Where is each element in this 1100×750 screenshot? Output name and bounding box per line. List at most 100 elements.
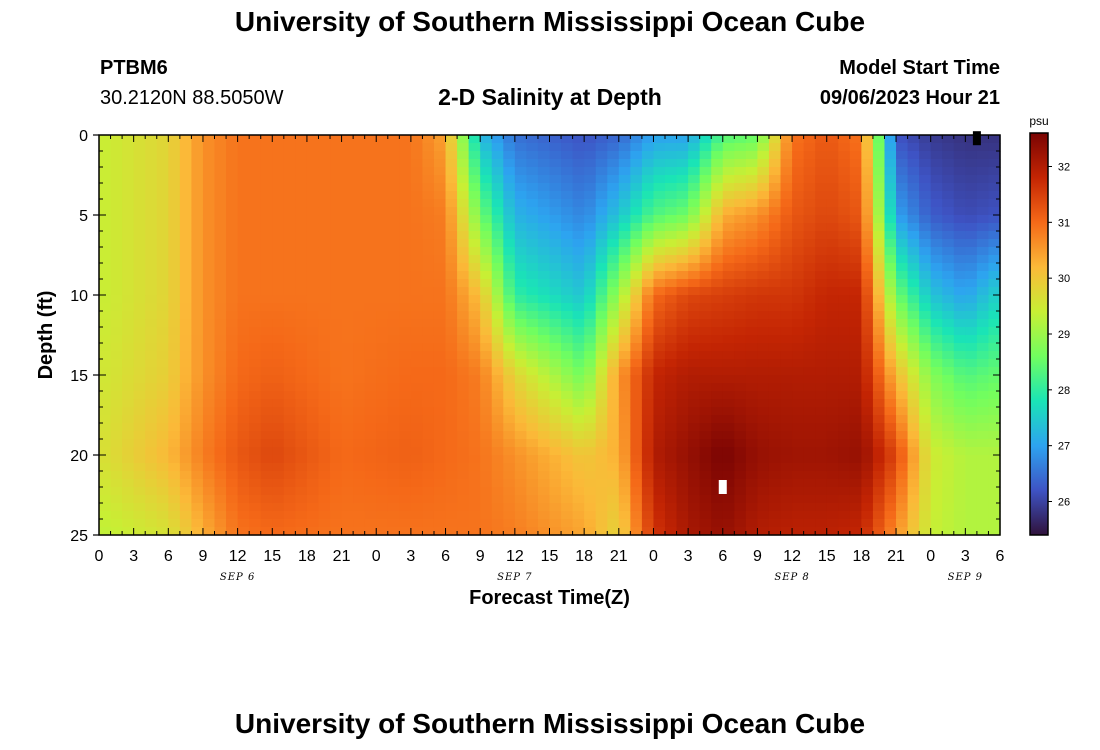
heatmap-cell <box>145 319 158 328</box>
heatmap-cell <box>942 239 955 248</box>
heatmap-cell <box>318 455 331 464</box>
heatmap-cell <box>630 327 643 336</box>
heatmap-cell <box>711 487 724 496</box>
heatmap-cell <box>688 167 701 176</box>
heatmap-cell <box>953 167 966 176</box>
heatmap-cell <box>549 199 562 208</box>
heatmap-cell <box>734 407 747 416</box>
heatmap-cell <box>561 471 574 480</box>
heatmap-cell <box>191 327 204 336</box>
heatmap-cell <box>734 143 747 152</box>
heatmap-cell <box>965 367 978 376</box>
heatmap-cell <box>122 351 135 360</box>
heatmap-cell <box>191 279 204 288</box>
heatmap-cell <box>792 439 805 448</box>
heatmap-cell <box>942 135 955 144</box>
heatmap-cell <box>503 359 516 368</box>
heatmap-cell <box>376 247 389 256</box>
heatmap-cell <box>780 135 793 144</box>
heatmap-cell <box>826 367 839 376</box>
heatmap-cell <box>110 279 123 288</box>
heatmap-cell <box>653 135 666 144</box>
heatmap-cell <box>896 527 909 536</box>
heatmap-cell <box>156 399 169 408</box>
heatmap-cell <box>260 519 273 528</box>
heatmap-cell <box>549 215 562 224</box>
heatmap-cell <box>341 367 354 376</box>
heatmap-cell <box>353 359 366 368</box>
heatmap-cell <box>676 151 689 160</box>
heatmap-cell <box>226 503 239 512</box>
heatmap-cell <box>503 191 516 200</box>
heatmap-cell <box>387 479 400 488</box>
heatmap-cell <box>561 399 574 408</box>
heatmap-cell <box>399 471 412 480</box>
heatmap-cell <box>214 167 227 176</box>
heatmap-cell <box>99 391 112 400</box>
heatmap-cell <box>549 183 562 192</box>
heatmap-cell <box>595 479 608 488</box>
heatmap-cell <box>457 223 470 232</box>
heatmap-cell <box>399 239 412 248</box>
heatmap-cell <box>930 247 943 256</box>
heatmap-cell <box>653 335 666 344</box>
heatmap-cell <box>376 455 389 464</box>
heatmap-cell <box>99 415 112 424</box>
heatmap-cell <box>272 311 285 320</box>
heatmap-cell <box>584 159 597 168</box>
heatmap-cell <box>653 455 666 464</box>
heatmap-cell <box>953 471 966 480</box>
heatmap-cell <box>433 271 447 280</box>
heatmap-cell <box>503 167 516 176</box>
heatmap-cell <box>99 255 112 264</box>
heatmap-cell <box>930 191 943 200</box>
heatmap-cell <box>722 175 735 184</box>
heatmap-cell <box>942 471 955 480</box>
heatmap-cell <box>99 375 112 384</box>
heatmap-cell <box>491 415 504 424</box>
heatmap-cell <box>260 311 273 320</box>
heatmap-cell <box>688 375 701 384</box>
heatmap-cell <box>422 375 435 384</box>
heatmap-cell <box>930 183 943 192</box>
heatmap-cell <box>838 527 851 536</box>
heatmap-cell <box>214 383 227 392</box>
heatmap-cell <box>364 231 377 240</box>
heatmap-cell <box>676 343 689 352</box>
heatmap-cell <box>641 471 655 480</box>
heatmap-cell <box>514 319 527 328</box>
heatmap-cell <box>757 463 770 472</box>
heatmap-cell <box>272 223 285 232</box>
heatmap-cell <box>618 279 631 288</box>
heatmap-cell <box>722 527 735 536</box>
heatmap-cell <box>780 191 793 200</box>
heatmap-cell <box>630 343 643 352</box>
heatmap-cell <box>942 231 955 240</box>
heatmap-cell <box>861 151 874 160</box>
heatmap-cell <box>630 367 643 376</box>
heatmap-cell <box>872 423 886 432</box>
heatmap-cell <box>330 303 343 312</box>
heatmap-cell <box>422 487 435 496</box>
heatmap-cell <box>445 191 458 200</box>
heatmap-cell <box>341 447 354 456</box>
heatmap-cell <box>283 351 296 360</box>
heatmap-cell <box>353 319 366 328</box>
heatmap-cell <box>745 175 759 184</box>
heatmap-cell <box>526 471 539 480</box>
heatmap-cell <box>110 399 123 408</box>
heatmap-cell <box>572 335 585 344</box>
heatmap-cell <box>376 511 389 520</box>
heatmap-cell <box>468 415 481 424</box>
heatmap-cell <box>156 383 169 392</box>
heatmap-cell <box>745 311 759 320</box>
heatmap-cell <box>330 423 343 432</box>
heatmap-cell <box>387 327 400 336</box>
heatmap-cell <box>688 271 701 280</box>
heatmap-cell <box>965 263 978 272</box>
heatmap-cell <box>572 167 585 176</box>
heatmap-cell <box>826 447 839 456</box>
heatmap-cell <box>988 423 1001 432</box>
heatmap-cell <box>965 447 978 456</box>
heatmap-cell <box>618 399 631 408</box>
